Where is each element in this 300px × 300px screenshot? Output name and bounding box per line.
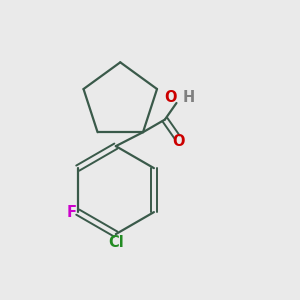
Text: F: F <box>66 205 76 220</box>
Text: Cl: Cl <box>108 235 124 250</box>
Text: H: H <box>183 90 195 105</box>
Text: O: O <box>172 134 185 149</box>
Text: O: O <box>164 90 176 105</box>
